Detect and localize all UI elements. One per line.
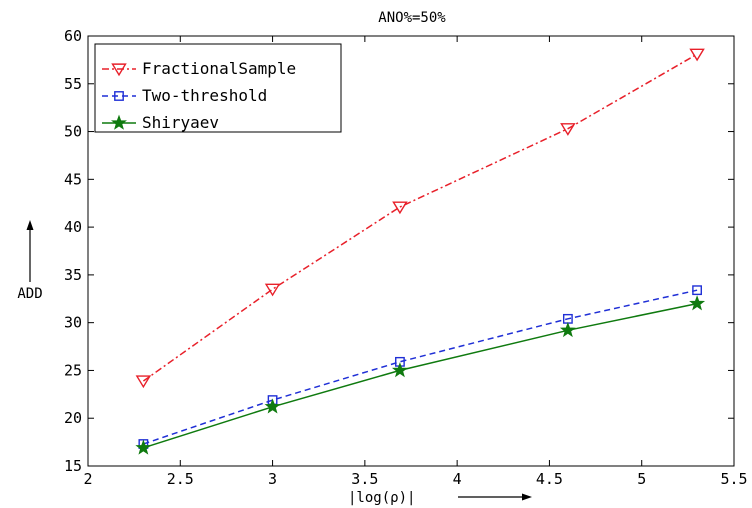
x-tick-label: 5.5	[720, 470, 747, 488]
data-point	[560, 123, 576, 136]
legend-box	[94, 43, 342, 133]
y-tick-label: 20	[64, 409, 82, 427]
series-line	[142, 53, 698, 382]
chart-title: ANO%=50%	[378, 10, 446, 26]
data-point	[111, 63, 127, 77]
legend-label: Shiryaev	[142, 113, 219, 132]
x-tick-label: 4.5	[536, 470, 563, 488]
data-point	[111, 114, 127, 130]
y-tick-label: 25	[64, 361, 82, 379]
legend-label: FractionalSample	[142, 59, 296, 78]
x-tick-label: 2.5	[167, 470, 194, 488]
data-point	[689, 48, 705, 62]
legend-entry: Two-threshold	[102, 86, 267, 105]
y-axis-label-group: ADD	[17, 220, 43, 302]
y-tick-label: 15	[64, 457, 82, 475]
series-shiryaev	[135, 295, 706, 455]
y-tick-label: 30	[64, 314, 82, 332]
legend: FractionalSample Two-threshold Shiryaev	[94, 43, 342, 133]
data-point	[264, 398, 281, 414]
x-axis-label: |log(ρ)|	[348, 490, 415, 506]
x-tick-label: 3.5	[351, 470, 378, 488]
series-two-threshold	[138, 285, 702, 449]
series-layer	[135, 48, 706, 455]
data-point	[391, 362, 408, 378]
data-point	[114, 91, 124, 101]
x-axis-arrowhead	[522, 493, 532, 501]
legend-entry: Shiryaev	[102, 113, 219, 132]
data-point	[135, 375, 152, 389]
series-fractionalsample	[135, 48, 705, 389]
legend-label: Two-threshold	[142, 86, 267, 105]
axis-ticks: 2 2.5 3 3.5 4 4.5 5 5.5 15 20 25 30 35 40 45 50 55 60	[64, 27, 748, 488]
x-axis-label-group: |log(ρ)|	[348, 490, 532, 506]
y-tick-label: 45	[64, 170, 82, 188]
series-line	[143, 289, 698, 445]
data-point	[135, 439, 152, 455]
x-tick-label: 5	[637, 470, 646, 488]
data-point	[264, 283, 281, 297]
data-point	[392, 201, 408, 215]
x-tick-label: 2	[83, 470, 92, 488]
y-tick-label: 60	[64, 27, 82, 45]
data-point	[692, 285, 702, 296]
y-axis-label: ADD	[17, 286, 42, 302]
y-tick-label: 35	[64, 266, 82, 284]
data-point	[559, 321, 576, 338]
series-line	[143, 302, 698, 449]
y-axis-arrowhead	[26, 220, 34, 230]
y-tick-label: 55	[64, 75, 82, 93]
y-tick-label: 50	[64, 123, 82, 141]
x-tick-label: 4	[453, 470, 462, 488]
x-tick-label: 3	[268, 470, 277, 488]
y-tick-label: 40	[64, 218, 82, 236]
data-point	[689, 295, 706, 311]
legend-entry: FractionalSample	[102, 59, 296, 78]
plot-area	[87, 35, 735, 467]
